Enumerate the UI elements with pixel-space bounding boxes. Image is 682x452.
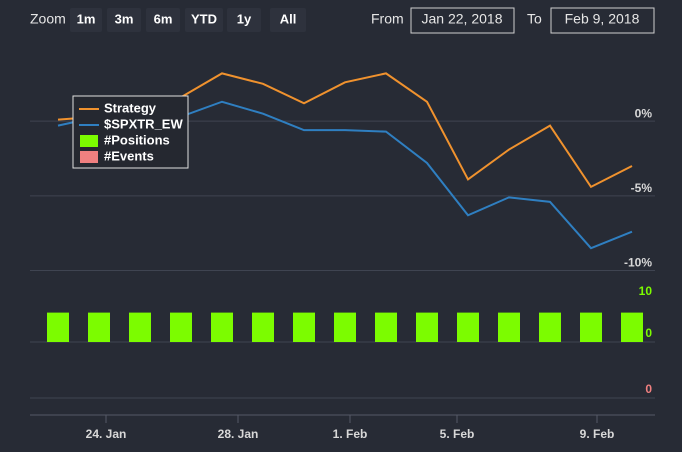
zoom-button[interactable] — [107, 8, 141, 32]
from-input[interactable] — [410, 7, 515, 34]
bar — [47, 312, 69, 342]
zoom-button[interactable] — [185, 8, 223, 32]
bar — [580, 312, 602, 342]
bar — [129, 312, 151, 342]
legend-label: #Positions — [104, 132, 170, 147]
y3-tick-label: 0 — [645, 382, 652, 396]
y2-tick-label: 0 — [645, 326, 652, 340]
to-input[interactable] — [550, 7, 655, 34]
zoom-button[interactable] — [70, 8, 102, 32]
legend-label: $SPXTR_EW — [104, 116, 183, 131]
legend-label: Strategy — [104, 100, 157, 115]
zoom-button-label[interactable]: 3m — [115, 11, 134, 26]
bar — [88, 312, 110, 342]
bar — [211, 312, 233, 342]
y-tick-label: -10% — [624, 256, 652, 270]
bar — [498, 312, 520, 342]
bar — [621, 312, 643, 342]
bar — [334, 312, 356, 342]
y2-tick-label: 10 — [639, 284, 653, 298]
zoom-button[interactable] — [270, 8, 306, 32]
zoom-button-label[interactable]: All — [280, 11, 297, 26]
y-tick-label: -5% — [631, 181, 653, 195]
bar — [293, 312, 315, 342]
legend-symbol — [80, 151, 98, 163]
y-tick-label: 0% — [635, 106, 653, 120]
zoom-button-label[interactable]: 6m — [154, 11, 173, 26]
x-tick-label: 5. Feb — [440, 427, 475, 441]
zoom-button-label[interactable]: 1y — [237, 11, 252, 26]
from-label: From — [371, 11, 404, 27]
from-value[interactable]: Jan 22, 2018 — [422, 11, 503, 27]
bar — [416, 312, 438, 342]
x-tick-label: 9. Feb — [580, 427, 615, 441]
to-value[interactable]: Feb 9, 2018 — [565, 11, 640, 27]
to-label: To — [527, 11, 542, 27]
zoom-button[interactable] — [227, 8, 261, 32]
zoom-button[interactable] — [146, 8, 180, 32]
bar — [170, 312, 192, 342]
zoom-button-label[interactable]: YTD — [191, 11, 217, 26]
bar — [252, 312, 274, 342]
legend-symbol — [80, 135, 98, 147]
zoom-button-label[interactable]: 1m — [77, 11, 96, 26]
bar — [539, 312, 561, 342]
zoom-buttons: 1m 3m 6m YTD 1y All — [70, 8, 306, 32]
x-tick-label: 24. Jan — [86, 427, 127, 441]
legend-label: #Events — [104, 148, 154, 163]
bar — [375, 312, 397, 342]
zoom-label: Zoom — [30, 11, 66, 27]
x-tick-label: 1. Feb — [333, 427, 368, 441]
bar — [457, 312, 479, 342]
x-tick-label: 28. Jan — [218, 427, 259, 441]
